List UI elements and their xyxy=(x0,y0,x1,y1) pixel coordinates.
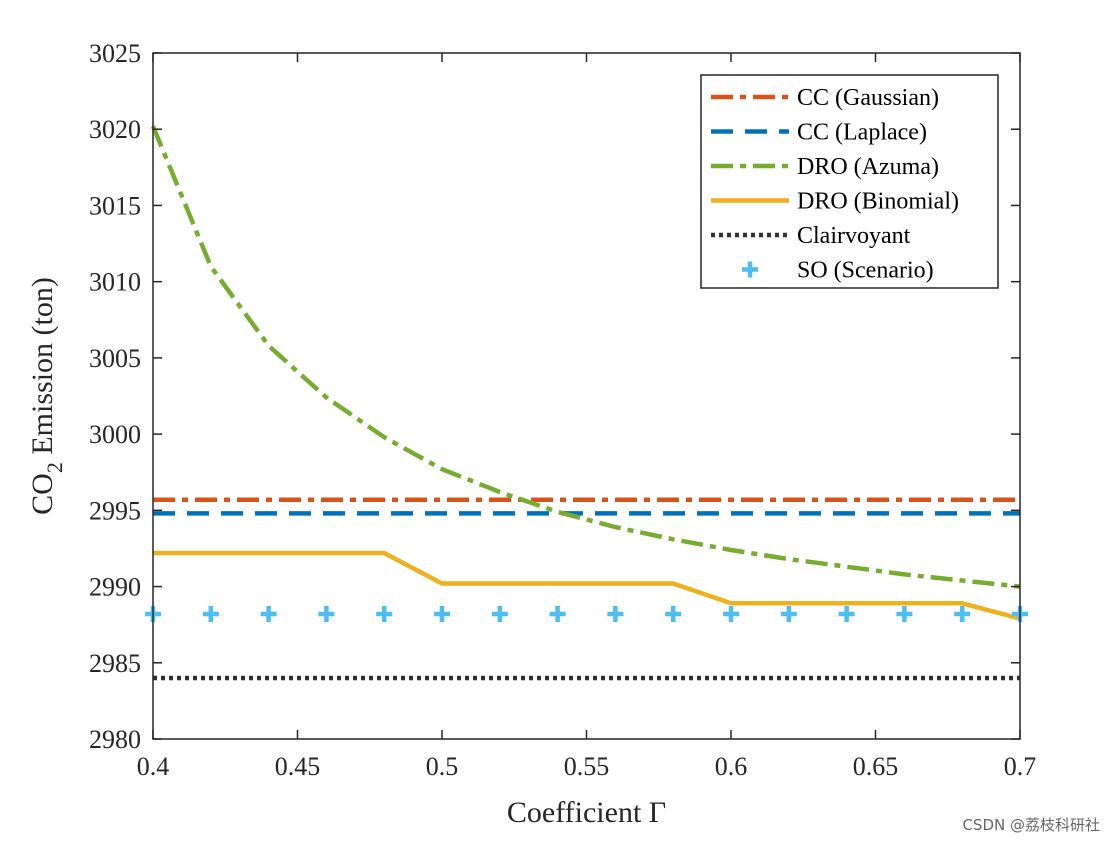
series-so-scenario-marker xyxy=(780,605,797,622)
legend-label: Clairvoyant xyxy=(797,223,911,249)
legend: CC (Gaussian) CC (Laplace) DRO (Azuma) DRO … xyxy=(700,74,999,289)
y-tick-label: 3010 xyxy=(89,268,141,297)
legend-label: DRO (Azuma) xyxy=(797,154,939,180)
x-tick-label: 0.65 xyxy=(853,752,899,781)
series-so-scenario-marker xyxy=(260,605,277,622)
x-tick-label: 0.4 xyxy=(137,752,170,781)
y-tick-label: 2985 xyxy=(89,649,141,678)
y-tick-label: 3015 xyxy=(89,191,141,220)
y-tick-label: 2980 xyxy=(89,725,141,754)
legend-box xyxy=(700,74,999,289)
x-axis-title: Coefficient Γ xyxy=(507,796,666,829)
y-tick-label: 3025 xyxy=(89,39,141,68)
y-tick-label: 3020 xyxy=(89,115,141,144)
series-so-scenario-marker xyxy=(434,605,450,622)
x-tick-label: 0.45 xyxy=(275,752,321,781)
x-tick-label: 0.6 xyxy=(715,752,748,781)
legend-swatch xyxy=(742,261,758,278)
series-so-scenario-marker xyxy=(954,605,971,622)
ticks-layer: 0.4 0.45 0.5 0.55 0.6 0.65 0.7 2980 2985 2990 2995… xyxy=(89,39,1036,781)
legend-label: DRO (Binomial) xyxy=(797,189,959,215)
series-so-scenario-marker xyxy=(665,605,682,622)
legend-label: SO (Scenario) xyxy=(797,258,934,284)
legend-label: CC (Laplace) xyxy=(797,120,927,146)
x-tick-label: 0.55 xyxy=(564,752,610,781)
series-so-scenario-marker xyxy=(376,605,393,622)
series-dro-binomial-line xyxy=(153,550,1021,621)
series-layer xyxy=(145,125,1028,681)
series-so-scenario-marker xyxy=(318,605,335,622)
series-so-scenario-marker xyxy=(723,605,739,622)
series-so-scenario-marker xyxy=(491,605,508,622)
series-so-scenario-marker xyxy=(549,605,566,622)
y-axis-title-subscript: 2 xyxy=(42,462,67,473)
legend-label: CC (Gaussian) xyxy=(797,85,939,111)
y-tick-label: 2995 xyxy=(89,496,141,525)
series-so-scenario-marker xyxy=(838,605,855,622)
series-so-scenario xyxy=(145,605,1028,622)
y-tick-label: 3005 xyxy=(89,344,141,373)
x-tick-label: 0.5 xyxy=(426,752,459,781)
y-tick-label: 2990 xyxy=(89,573,141,602)
series-so-scenario-marker xyxy=(896,605,913,622)
series-so-scenario-marker xyxy=(202,605,219,622)
y-axis-title-main: CO xyxy=(26,473,59,515)
y-axis-title: CO2 Emission (ton) xyxy=(26,277,67,515)
y-axis-title-rest: Emission (ton) xyxy=(26,277,59,462)
y-tick-label: 3000 xyxy=(89,420,141,449)
series-so-scenario-marker xyxy=(607,605,624,622)
watermark-text: CSDN @荔枝科研社 xyxy=(962,816,1100,834)
x-tick-label: 0.7 xyxy=(1004,752,1037,781)
